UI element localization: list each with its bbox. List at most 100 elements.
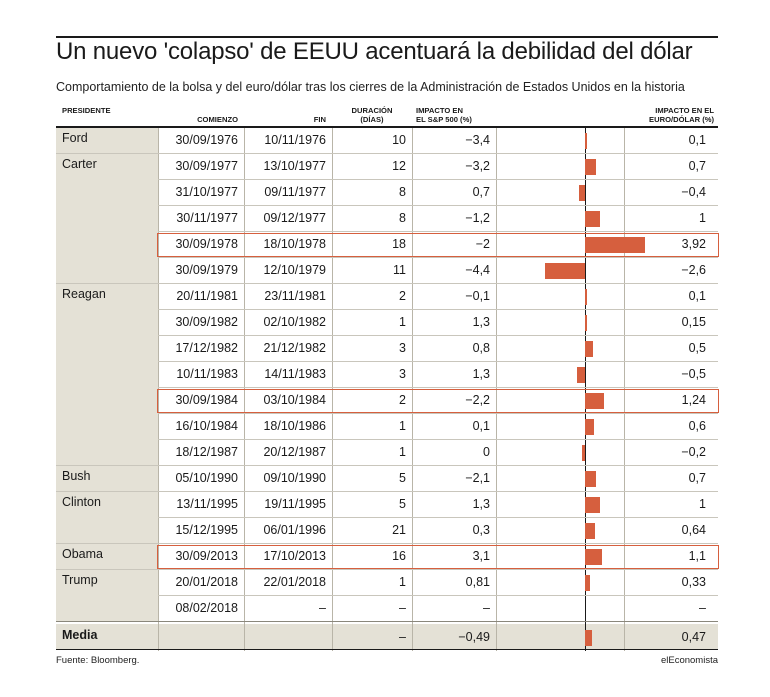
- sp500-impact-cell: –: [483, 601, 490, 615]
- row-separator: [158, 387, 718, 388]
- eurusd-impact-cell: 1: [699, 211, 706, 225]
- media-eurusd-cell: 0,47: [681, 630, 706, 644]
- eurusd-impact-cell: 0,7: [688, 159, 706, 173]
- duration-cell: 1: [399, 315, 406, 329]
- eurusd-impact-cell: –: [699, 601, 706, 615]
- sp500-impact-cell: −4,4: [465, 263, 490, 277]
- duration-cell: 11: [393, 263, 406, 277]
- sp500-impact-cell: −3,4: [465, 133, 490, 147]
- duration-cell: 21: [392, 523, 406, 537]
- media-label: Media: [62, 628, 98, 642]
- row-separator: [56, 283, 718, 284]
- end-date-cell: 06/01/1996: [263, 523, 326, 537]
- sp500-impact-cell: 1,3: [472, 367, 490, 381]
- president-column-shade: [56, 127, 158, 621]
- sp500-impact-cell: 0,81: [465, 575, 490, 589]
- bottom-rule: [56, 649, 718, 650]
- duration-cell: 3: [399, 341, 406, 355]
- end-date-cell: 18/10/1986: [263, 419, 326, 433]
- row-separator: [158, 517, 718, 518]
- media-sp500-cell: −0,49: [458, 630, 490, 644]
- eurusd-impact-bar: [585, 471, 596, 487]
- row-separator: [158, 413, 718, 414]
- eurusd-impact-cell: 0,1: [688, 133, 706, 147]
- duration-cell: 8: [399, 185, 406, 199]
- duration-cell: 1: [399, 445, 406, 459]
- media-separator: [56, 621, 718, 622]
- end-date-cell: 18/10/1978: [263, 237, 326, 251]
- end-date-cell: 10/11/1976: [264, 133, 326, 147]
- start-date-cell: 08/02/2018: [175, 601, 238, 615]
- eurusd-impact-bar: [585, 497, 601, 513]
- end-date-cell: 12/10/1979: [263, 263, 326, 277]
- eurusd-impact-bar: [585, 289, 587, 305]
- end-date-cell: 09/12/1977: [263, 211, 326, 225]
- start-date-cell: 30/09/1976: [175, 133, 238, 147]
- eurusd-impact-cell: 1,24: [681, 393, 706, 407]
- start-date-cell: 30/09/1979: [175, 263, 238, 277]
- row-separator: [158, 335, 718, 336]
- eurusd-impact-cell: −0,2: [681, 445, 706, 459]
- sp500-impact-cell: 1,3: [472, 497, 490, 511]
- start-date-cell: 17/12/1982: [175, 341, 238, 355]
- duration-cell: 2: [399, 289, 406, 303]
- sp500-impact-cell: 0,8: [472, 341, 490, 355]
- header-rule: [56, 126, 718, 128]
- start-date-cell: 10/11/1983: [176, 367, 238, 381]
- sp500-impact-cell: 0,1: [472, 419, 490, 433]
- header-comienzo: COMIENZO: [197, 115, 238, 124]
- president-label: Carter: [62, 157, 97, 171]
- end-date-cell: 02/10/1982: [263, 315, 326, 329]
- eurusd-impact-cell: 0,7: [688, 471, 706, 485]
- sp500-impact-cell: −2: [475, 237, 490, 251]
- start-date-cell: 18/12/1987: [175, 445, 238, 459]
- eurusd-impact-bar: [585, 133, 587, 149]
- row-separator: [158, 361, 718, 362]
- end-date-cell: 09/11/1977: [264, 185, 326, 199]
- sp500-impact-cell: 0,3: [472, 523, 490, 537]
- sp500-impact-cell: −1,2: [465, 211, 490, 225]
- row-separator: [158, 309, 718, 310]
- start-date-cell: 30/11/1977: [176, 211, 238, 225]
- highlight-box: [157, 233, 719, 257]
- sp500-impact-cell: −3,2: [465, 159, 490, 173]
- start-date-cell: 30/09/1978: [175, 237, 238, 251]
- president-label: Obama: [62, 547, 103, 561]
- end-date-cell: 14/11/1983: [264, 367, 326, 381]
- start-date-cell: 31/10/1977: [175, 185, 238, 199]
- sp500-impact-cell: −0,1: [465, 289, 490, 303]
- duration-cell: 1: [399, 419, 406, 433]
- header-sp500: IMPACTO EN EL S&P 500 (%): [416, 106, 472, 124]
- president-label: Trump: [62, 573, 98, 587]
- end-date-cell: 09/10/1990: [263, 471, 326, 485]
- row-separator: [158, 179, 718, 180]
- start-date-cell: 20/01/2018: [175, 575, 238, 589]
- start-date-cell: 30/09/1982: [175, 315, 238, 329]
- sp500-impact-cell: 0: [483, 445, 490, 459]
- eurusd-impact-cell: −0,5: [681, 367, 706, 381]
- start-date-cell: 30/09/1977: [175, 159, 238, 173]
- duration-cell: 3: [399, 367, 406, 381]
- duration-cell: 12: [392, 159, 406, 173]
- media-row-shade: [56, 624, 718, 650]
- row-separator: [56, 569, 718, 570]
- duration-cell: 16: [392, 549, 406, 563]
- duration-cell: 8: [399, 211, 406, 225]
- eurusd-impact-bar: [581, 445, 585, 461]
- president-label: Bush: [62, 469, 91, 483]
- chart-subtitle: Comportamiento de la bolsa y del euro/dó…: [56, 80, 685, 94]
- media-duration-cell: –: [399, 630, 406, 644]
- sp500-impact-cell: −2,1: [465, 471, 490, 485]
- row-separator: [158, 231, 718, 232]
- end-date-cell: 17/10/2013: [263, 549, 326, 563]
- chart-title: Un nuevo 'colapso' de EEUU acentuará la …: [56, 38, 693, 65]
- eurusd-impact-bar: [585, 523, 595, 539]
- eurusd-impact-cell: 0,15: [681, 315, 706, 329]
- media-eurusd-bar: [585, 630, 593, 646]
- eurusd-impact-bar: [585, 159, 596, 175]
- row-separator: [158, 439, 718, 440]
- highlight-box: [157, 545, 719, 569]
- row-separator: [158, 595, 718, 596]
- start-date-cell: 15/12/1995: [175, 523, 238, 537]
